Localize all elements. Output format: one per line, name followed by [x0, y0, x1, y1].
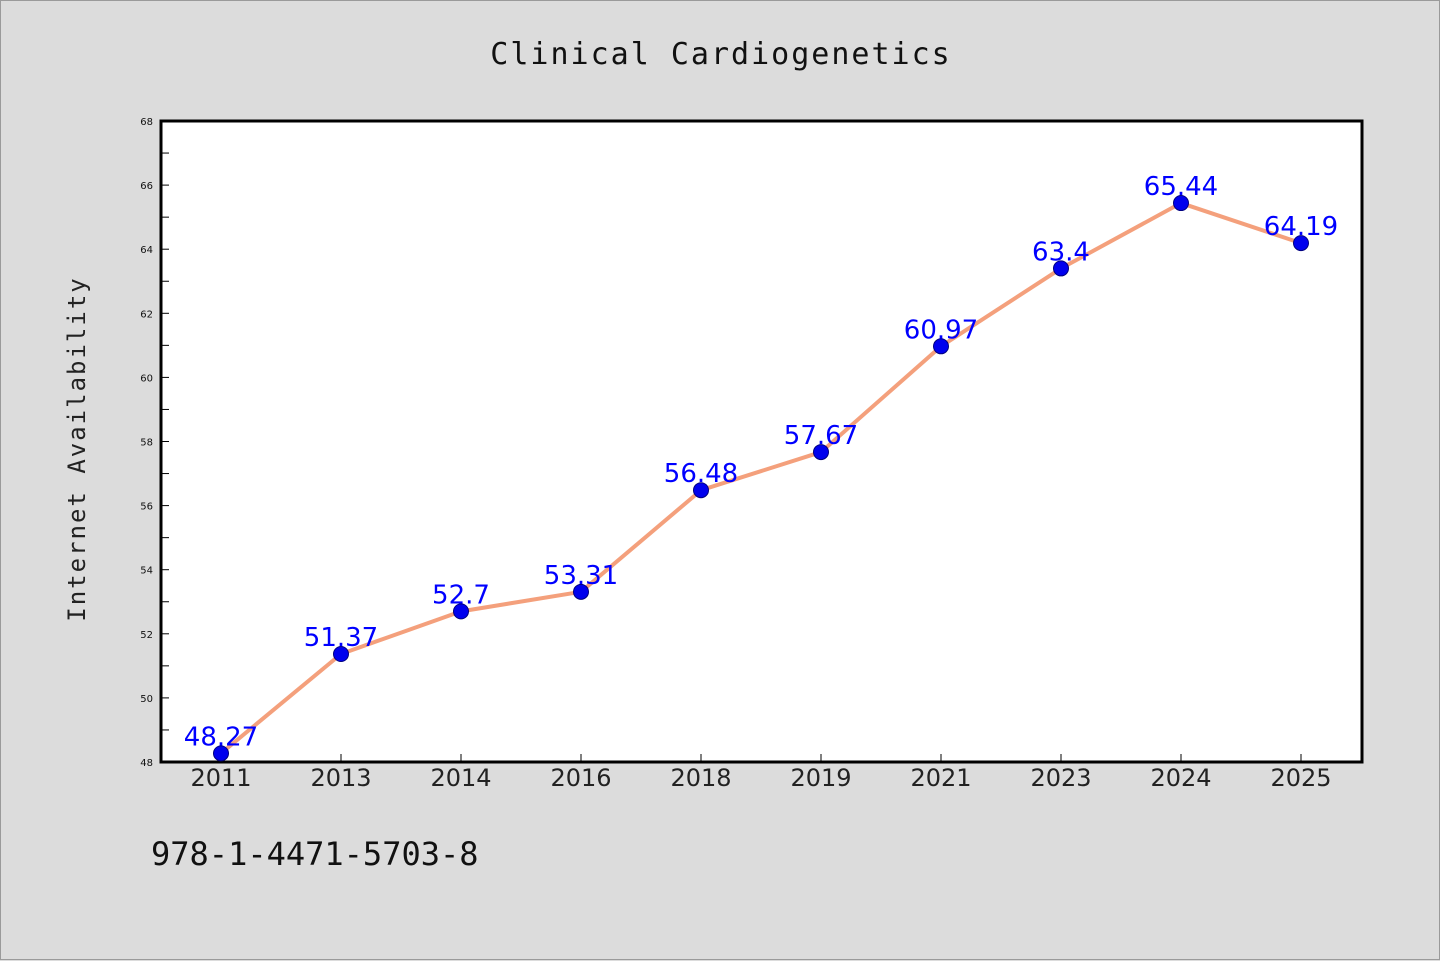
data-point [1293, 235, 1309, 252]
plot-area [159, 119, 1364, 764]
data-point [213, 745, 229, 762]
data-point [333, 645, 349, 662]
y-tick-label: 48 [140, 758, 153, 769]
y-axis: 48 50 52 54 56 58 60 62 64 66 68 [140, 117, 169, 769]
data-labels: 48.27 51.37 52.7 53.31 56.48 57.67 60.97 63.4 65… [184, 172, 1338, 752]
data-label: 63.4 [1032, 237, 1090, 267]
data-point [693, 482, 709, 499]
x-tick-label: 2014 [430, 764, 491, 792]
data-point [453, 603, 469, 620]
data-point [1053, 260, 1069, 277]
x-tick-label: 2011 [190, 764, 251, 792]
y-tick-label: 68 [140, 117, 153, 128]
y-tick-label: 60 [140, 373, 153, 384]
series-markers [213, 195, 1309, 762]
isbn-annotation: 978-1-4471-5703-8 [151, 835, 479, 873]
data-point [1173, 195, 1189, 212]
x-tick-label: 2025 [1270, 764, 1331, 792]
chart-title: Clinical Cardiogenetics [490, 37, 951, 72]
y-tick-label: 54 [140, 566, 153, 577]
data-point [933, 338, 949, 355]
data-label: 56.48 [664, 459, 738, 489]
data-point [813, 444, 829, 461]
data-label: 52.7 [432, 580, 490, 610]
data-label: 53.31 [544, 561, 618, 591]
x-tick-label: 2019 [790, 764, 851, 792]
y-tick-label: 56 [140, 502, 153, 513]
data-point [573, 583, 589, 600]
data-label: 51.37 [304, 623, 378, 653]
data-label: 48.27 [184, 722, 258, 752]
y-tick-label: 62 [140, 309, 153, 320]
x-tick-label: 2013 [310, 764, 371, 792]
x-tick-label: 2018 [670, 764, 731, 792]
x-tick-label: 2016 [550, 764, 611, 792]
x-tick-label: 2021 [910, 764, 971, 792]
x-tick-label: 2024 [1150, 764, 1211, 792]
x-axis: 2011 2013 2014 2016 2018 2019 2021 2023 2024 2025 [190, 754, 1332, 792]
y-tick-label: 50 [140, 694, 153, 705]
y-tick-label: 64 [140, 245, 153, 256]
series-line [219, 201, 1302, 755]
y-tick-label: 52 [140, 630, 153, 641]
data-label: 65.44 [1144, 172, 1218, 202]
data-label: 60.97 [904, 315, 978, 345]
data-label: 57.67 [784, 421, 858, 451]
y-tick-label: 58 [140, 438, 153, 449]
y-axis-label: Internet Availability [63, 276, 91, 621]
x-tick-label: 2023 [1030, 764, 1091, 792]
data-label: 64.19 [1264, 212, 1338, 242]
y-tick-label: 66 [140, 181, 153, 192]
